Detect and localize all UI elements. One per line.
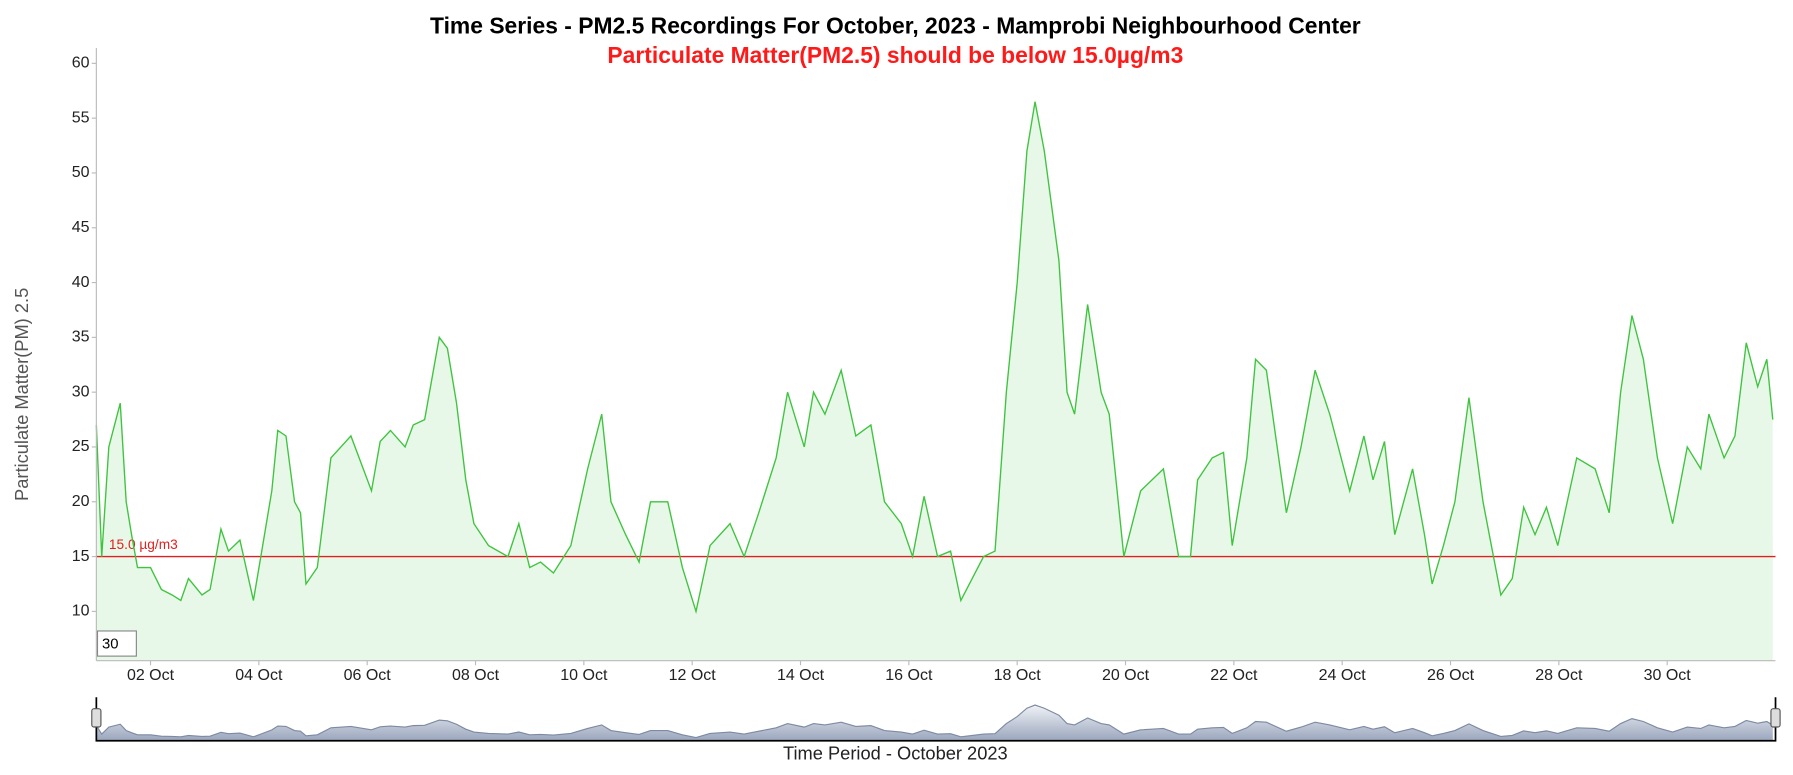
x-axis-label: Time Period - October 2023 [783,742,1008,763]
range-line [95,704,1774,739]
x-tick-label: 20 Oct [1102,667,1150,684]
x-tick-label: 28 Oct [1535,667,1583,684]
y-tick-label: 60 [72,55,90,72]
x-tick-label: 02 Oct [127,667,175,684]
y-tick-label: 55 [72,109,90,126]
y-tick-label: 40 [72,274,90,291]
x-tick-label: 10 Oct [560,667,608,684]
x-tick-label: 14 Oct [777,667,825,684]
y-tick-label: 20 [72,493,90,510]
y-tick-label: 15 [72,548,90,565]
chart-title: Time Series - PM2.5 Recordings For Octob… [430,12,1361,38]
x-tick-label: 06 Oct [344,667,392,684]
threshold-label: 15.0 µg/m3 [109,537,178,552]
y-tick-label: 30 [72,383,90,400]
y-tick-label: 50 [72,164,90,181]
area [96,101,1773,661]
x-tick-label: 26 Oct [1427,667,1475,684]
x-tick-label: 30 Oct [1644,667,1692,684]
x-tick-label: 24 Oct [1319,667,1367,684]
range-handle[interactable] [91,708,102,728]
x-tick-label: 04 Oct [235,667,283,684]
y-tick-label: 10 [72,603,90,620]
y-tick-label: 45 [72,219,90,236]
range-area [96,705,1773,741]
chart-subtitle: Particulate Matter(PM2.5) should be belo… [607,42,1183,68]
range-handle[interactable] [1770,708,1781,728]
roll-period-input[interactable] [96,630,137,657]
x-tick-label: 16 Oct [885,667,933,684]
x-tick-label: 22 Oct [1210,667,1258,684]
x-tick-label: 12 Oct [669,667,717,684]
y-axis-label: Particulate Matter(PM) 2.5 [11,288,32,501]
y-tick-label: 25 [72,438,90,455]
y-tick-label: 35 [72,329,90,346]
line [95,101,1774,615]
x-tick-label: 08 Oct [452,667,500,684]
x-tick-label: 18 Oct [994,667,1042,684]
roll-period-value: 30 [102,637,119,653]
